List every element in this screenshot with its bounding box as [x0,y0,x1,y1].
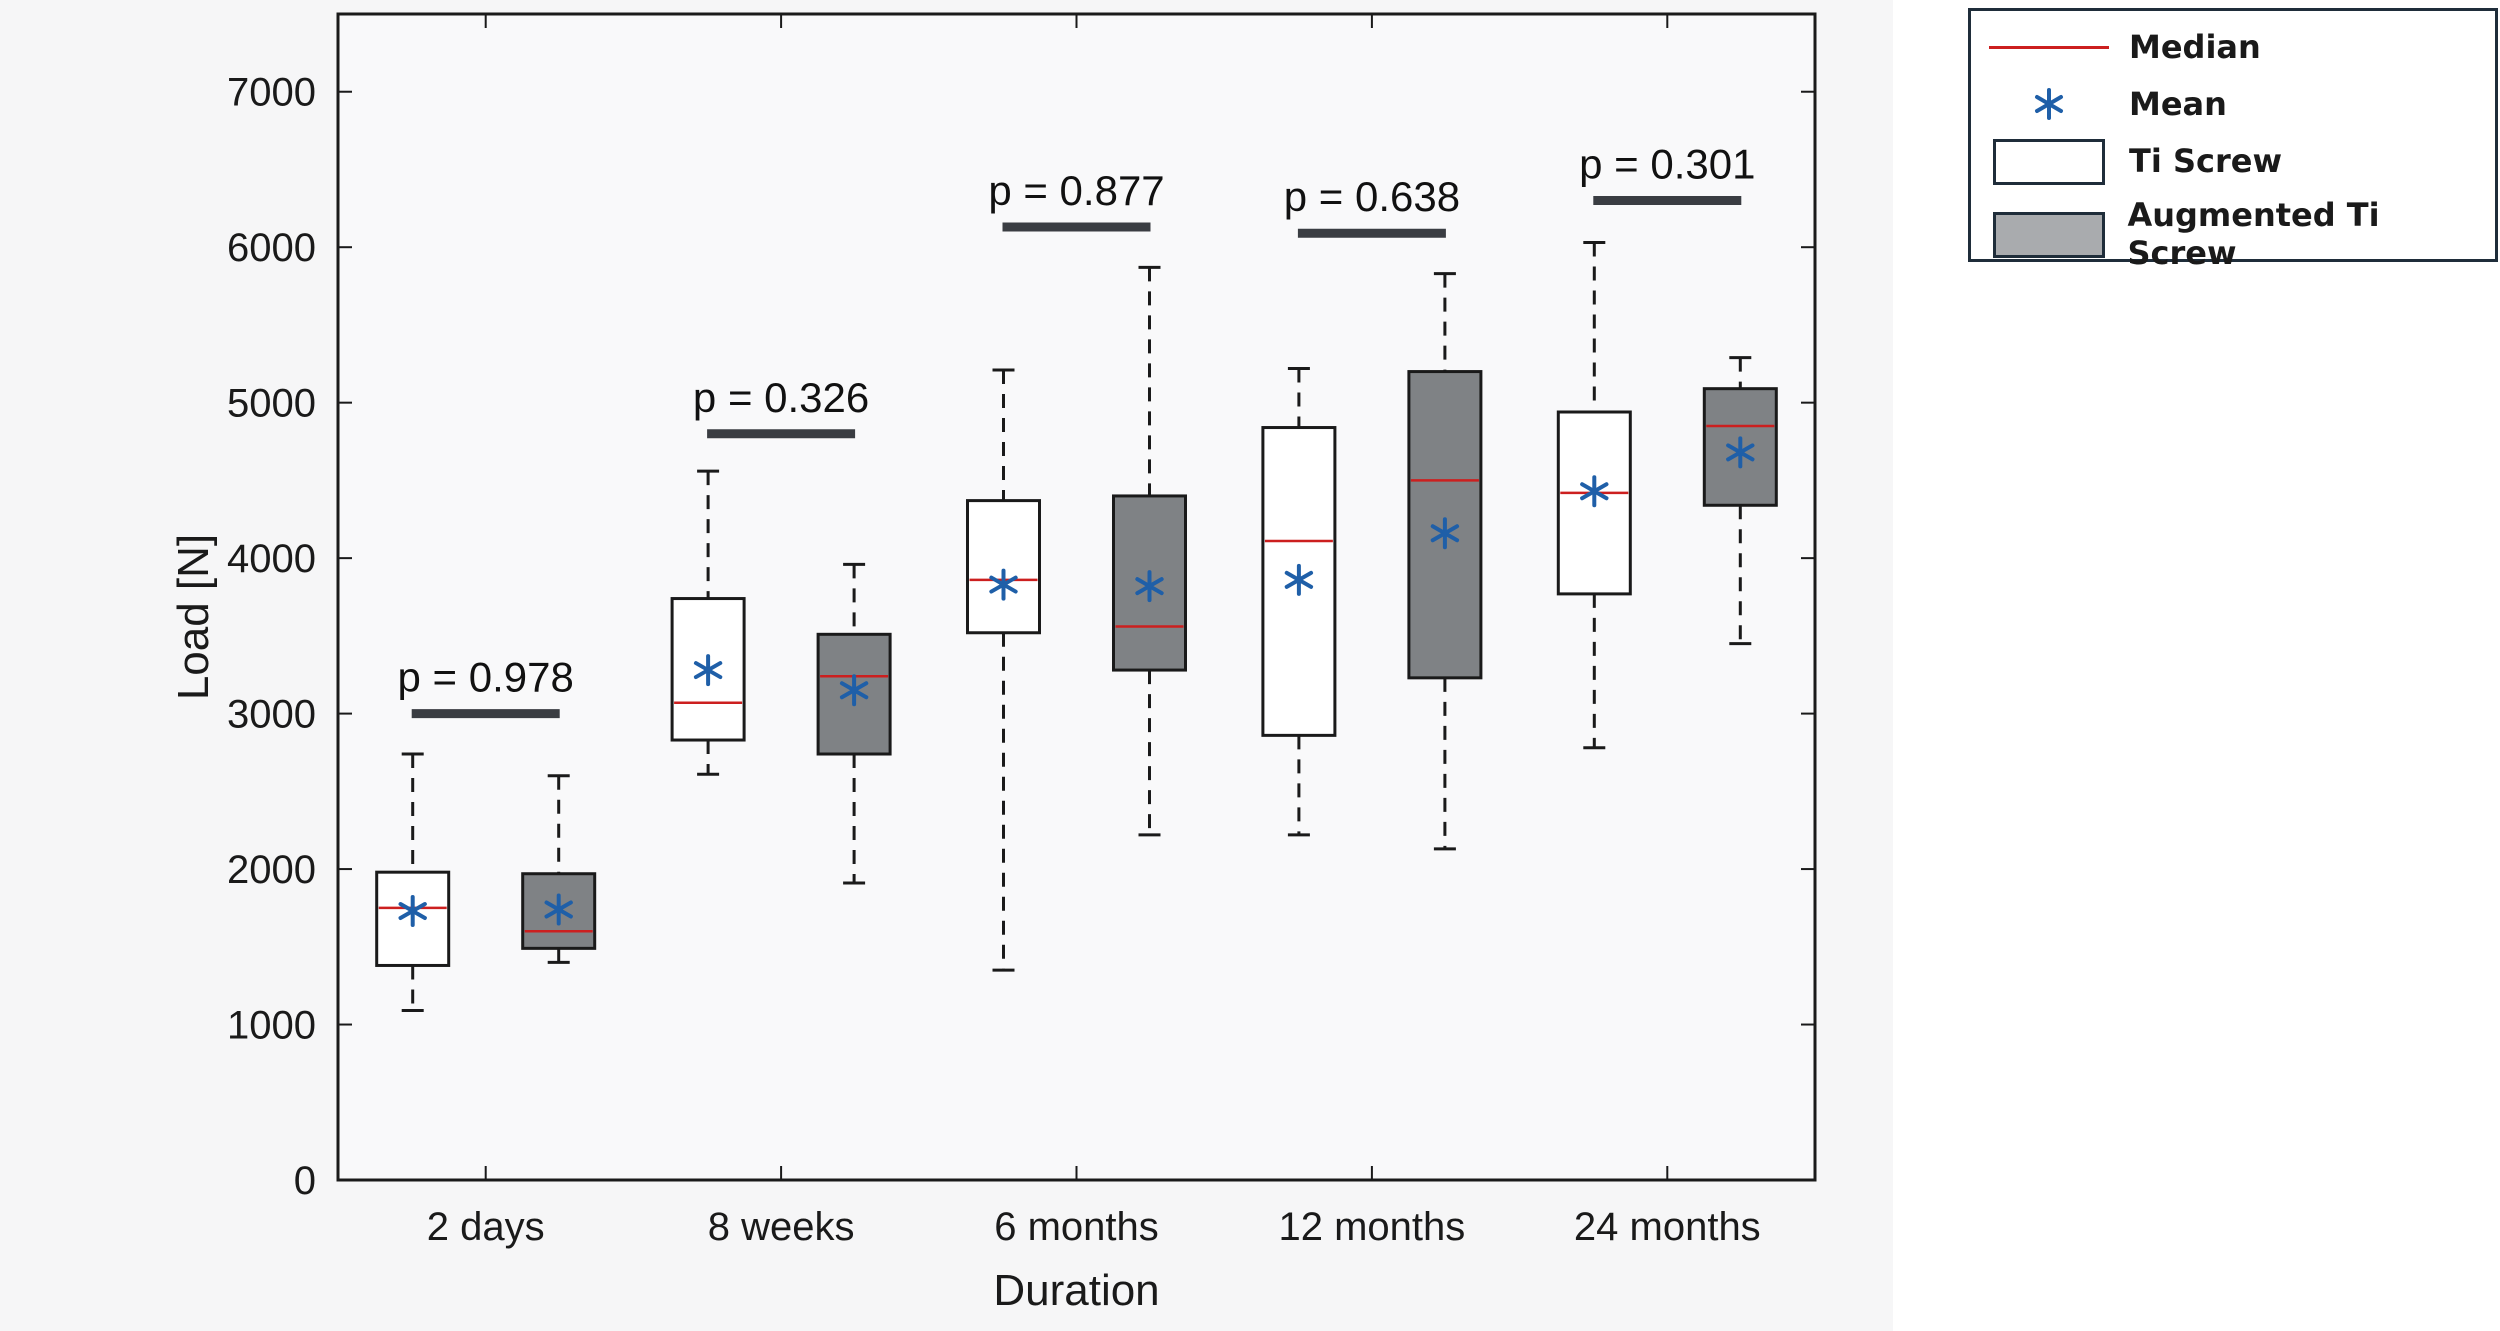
mean-stroke [1284,570,1314,589]
y-tick-label: 0 [294,1159,316,1203]
box [966,499,1041,635]
white-box-icon [1989,139,2109,185]
legend-label-augmented-ti-screw: Augmented Ti Screw [2127,196,2380,272]
y-tick-label: 6000 [227,226,316,270]
x-tick-label: 12 months [1279,1205,1466,1249]
box-group [1702,356,1778,646]
legend-label-mean: Mean [2129,85,2227,123]
mean-stroke [544,900,573,919]
mean-marker [544,893,573,926]
plot-area [336,12,1817,1182]
x-tick-label: 6 months [994,1205,1159,1249]
box [1407,370,1483,680]
p-value-label: p = 0.326 [693,374,869,421]
mean-stroke [839,681,869,700]
grey-box-icon [1989,212,2107,258]
legend-item-median: Median [1971,25,2261,69]
legend-item-augmented-ti-screw: Augmented Ti Screw [1971,196,2495,272]
p-value-label: p = 0.301 [1579,141,1755,188]
y-axis-title: Load [N] [169,534,218,700]
legend-label-median: Median [2129,28,2261,66]
legend-item-mean: Mean [1971,82,2227,126]
box-group [1556,241,1632,750]
box-group [375,752,451,1013]
y-tick-label: 1000 [227,1004,316,1048]
x-tick-label: 8 weeks [708,1205,855,1249]
mean-marker [1284,563,1314,596]
mean-marker [839,674,869,707]
mean-star-icon [1989,82,2109,126]
legend-label-ti-screw: Ti Screw [2129,142,2282,180]
y-tick-label: 7000 [227,71,316,115]
y-tick-label: 5000 [227,382,316,426]
mean-marker [1135,570,1164,603]
median-line-icon [1989,25,2109,69]
p-value-label: p = 0.638 [1284,173,1460,220]
x-tick-label: 2 days [427,1205,545,1249]
mean-marker [1580,475,1609,508]
y-tick-label: 2000 [227,848,316,892]
p-value-label: p = 0.978 [398,654,574,701]
box-group [1261,366,1337,837]
box-group [670,469,746,776]
box-group [1112,265,1187,837]
mean-stroke [1580,482,1609,501]
mean-stroke [1430,524,1460,543]
y-tick-label: 4000 [227,537,316,581]
x-tick-label: 24 months [1574,1205,1761,1249]
p-value-label: p = 0.877 [988,167,1164,214]
boxplot-chart: 0 1000 2000 3000 4000 5000 6000 7000 2 days 8 wee… [169,12,1817,1315]
mean-stroke [398,902,427,921]
mean-stroke [1726,443,1755,462]
chart-legend: Median Mean Ti Screw Augmented Ti Screw [1968,8,2498,272]
box-group [1407,272,1483,851]
y-tick-label: 3000 [227,693,316,737]
legend-item-ti-screw: Ti Screw [1971,139,2282,185]
box-group [966,368,1041,972]
mean-stroke [693,661,723,680]
mean-stroke [989,575,1018,594]
mean-marker [693,654,723,687]
mean-marker [1430,517,1460,550]
box-group [521,774,597,964]
mean-marker [1726,436,1755,469]
box-group [816,562,892,885]
mean-marker [398,895,427,928]
mean-stroke [1135,577,1164,596]
mean-marker [989,568,1018,601]
x-axis-title: Duration [993,1266,1159,1315]
